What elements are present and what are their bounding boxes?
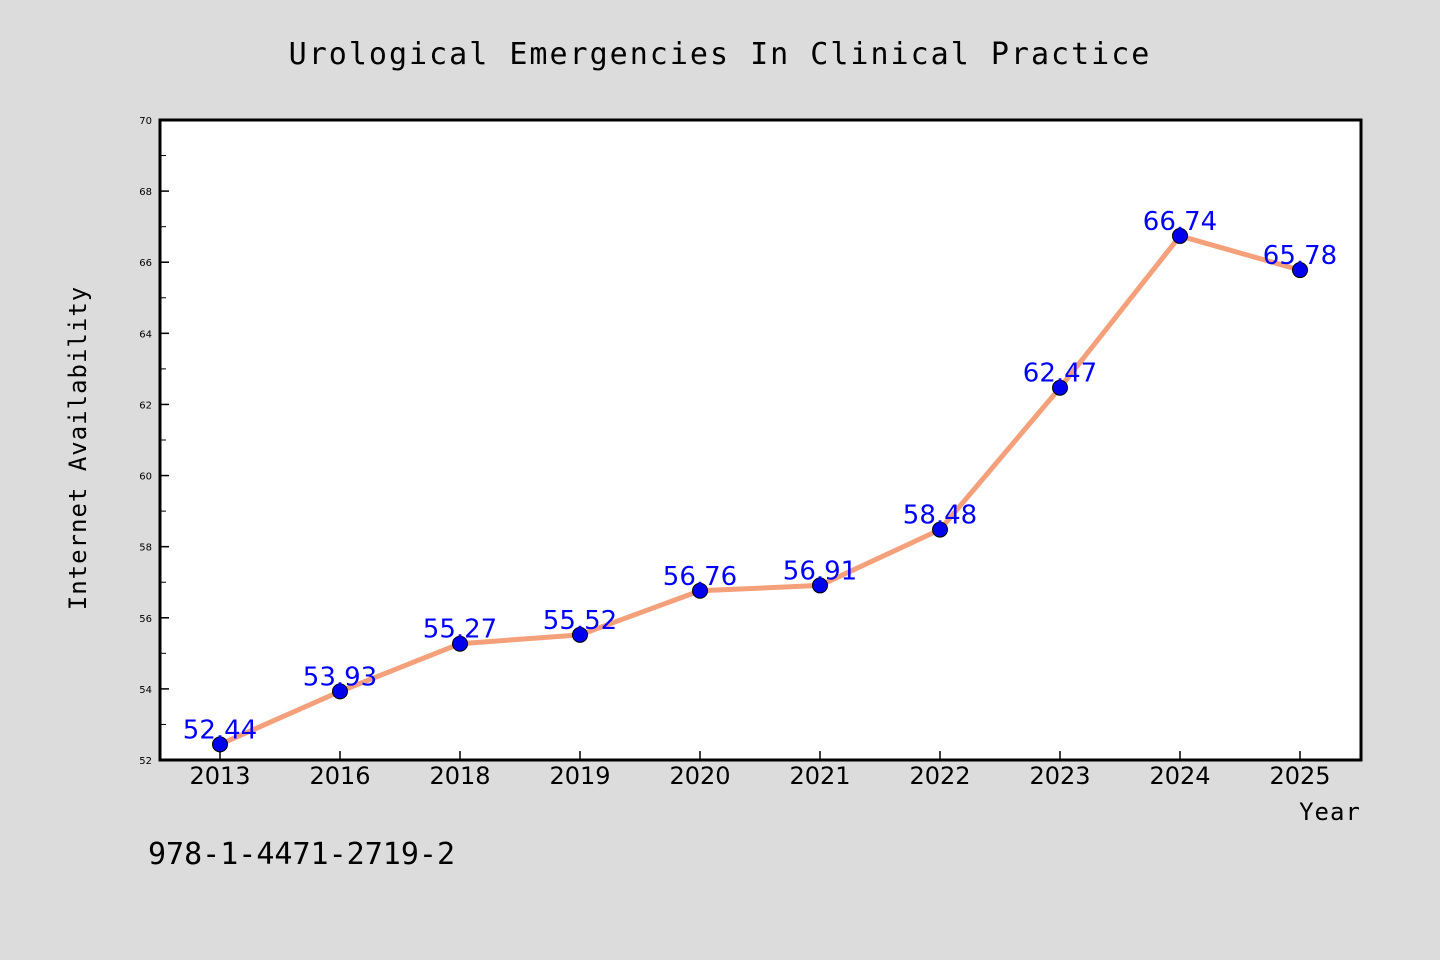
data-labels: 52.44 53.93 55.27 55.52 56.76 56.91 58.48 62.47…: [183, 207, 1337, 745]
y-tick-label: 58: [139, 543, 152, 554]
y-tick-label: 64: [139, 329, 152, 340]
x-tick-label: 2019: [549, 762, 610, 790]
x-tick-label: 2016: [309, 762, 370, 790]
x-tick-label: 2020: [669, 762, 730, 790]
series-line: [218, 233, 1301, 747]
y-tick-label: 56: [139, 614, 152, 625]
x-axis: 2013 2016 2018 2019 2020 2021 2022 2023 2024 2025: [189, 751, 1331, 790]
data-point: [332, 683, 348, 700]
y-axis: 52 54 56 58 60 62 64 66 68 70: [139, 116, 169, 767]
x-tick-label: 2023: [1029, 762, 1090, 790]
x-tick-label: 2018: [429, 762, 490, 790]
data-label: 66.74: [1143, 207, 1217, 237]
data-point: [812, 577, 828, 594]
data-label: 56.76: [663, 562, 737, 592]
x-tick-label: 2021: [789, 762, 850, 790]
data-point: [692, 582, 708, 599]
x-axis-label: Year: [1299, 798, 1361, 826]
data-point: [1292, 262, 1308, 279]
y-tick-label: 68: [139, 187, 152, 198]
data-point: [932, 521, 948, 538]
plot-area: [158, 118, 1363, 762]
data-point: [1052, 379, 1068, 396]
y-tick-label: 70: [139, 116, 152, 127]
data-point: [572, 626, 588, 643]
series-markers: [212, 227, 1308, 753]
isbn-identifier: 978-1-4471-2719-2: [148, 837, 455, 872]
data-point: [1172, 227, 1188, 244]
chart-title: Urological Emergencies In Clinical Pract…: [289, 37, 1152, 72]
y-tick-label: 54: [139, 685, 152, 696]
data-label: 55.52: [543, 606, 617, 636]
data-label: 65.78: [1263, 241, 1337, 271]
x-tick-label: 2024: [1149, 762, 1210, 790]
x-tick-label: 2022: [909, 762, 970, 790]
y-tick-label: 52: [139, 756, 152, 767]
y-tick-label: 62: [139, 400, 152, 411]
x-tick-label: 2025: [1269, 762, 1330, 790]
y-tick-label: 60: [139, 472, 152, 483]
data-label: 55.27: [423, 615, 497, 645]
y-tick-label: 66: [139, 258, 152, 269]
data-label: 53.93: [303, 662, 377, 692]
x-tick-label: 2013: [189, 762, 250, 790]
data-label: 62.47: [1023, 359, 1097, 389]
data-label: 52.44: [183, 715, 257, 745]
y-axis-label: Internet Availability: [64, 286, 92, 610]
data-point: [452, 635, 468, 652]
data-label: 58.48: [903, 501, 977, 531]
data-label: 56.91: [783, 556, 857, 586]
data-point: [212, 736, 228, 753]
